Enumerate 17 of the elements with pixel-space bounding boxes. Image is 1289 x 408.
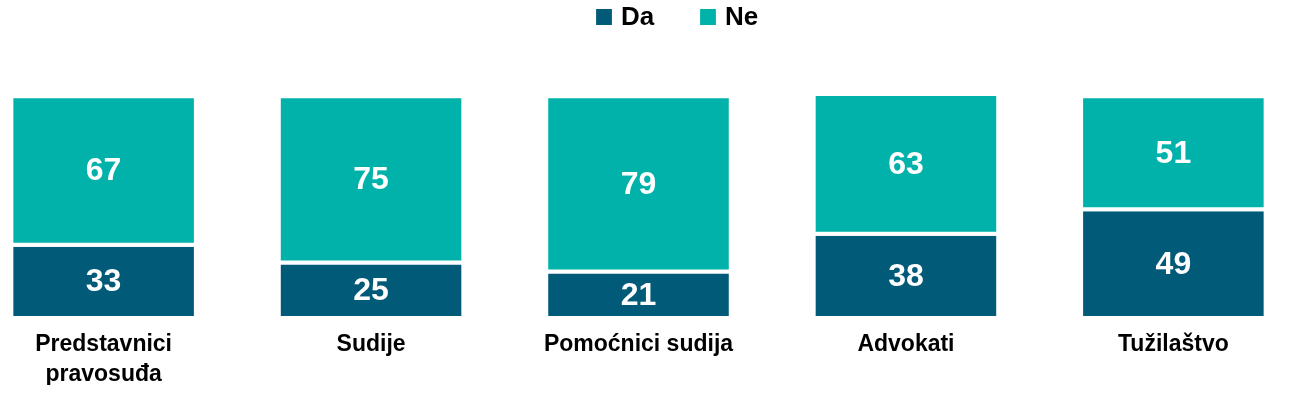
data-label: 51 <box>1155 133 1192 170</box>
data-label: 63 <box>888 144 924 181</box>
data-label: 21 <box>620 275 657 312</box>
data-label: 49 <box>1155 244 1192 281</box>
x-tick-label: Tužilaštvo <box>1118 329 1229 356</box>
x-tick-label: Sudije <box>336 329 406 356</box>
x-tick-label: Predstavnici pravosuđa <box>35 329 173 386</box>
x-tick-label: Advokati <box>857 329 955 356</box>
data-label: 75 <box>353 160 389 197</box>
legend-label: Ne <box>725 1 759 31</box>
x-tick-label: Pomoćnici sudija <box>543 329 734 356</box>
data-label: 67 <box>85 151 122 188</box>
legend-label: Da <box>621 1 655 31</box>
data-label: 79 <box>620 164 657 201</box>
data-label: 38 <box>888 256 924 293</box>
data-label: 25 <box>353 271 389 308</box>
data-label: 33 <box>85 262 122 299</box>
